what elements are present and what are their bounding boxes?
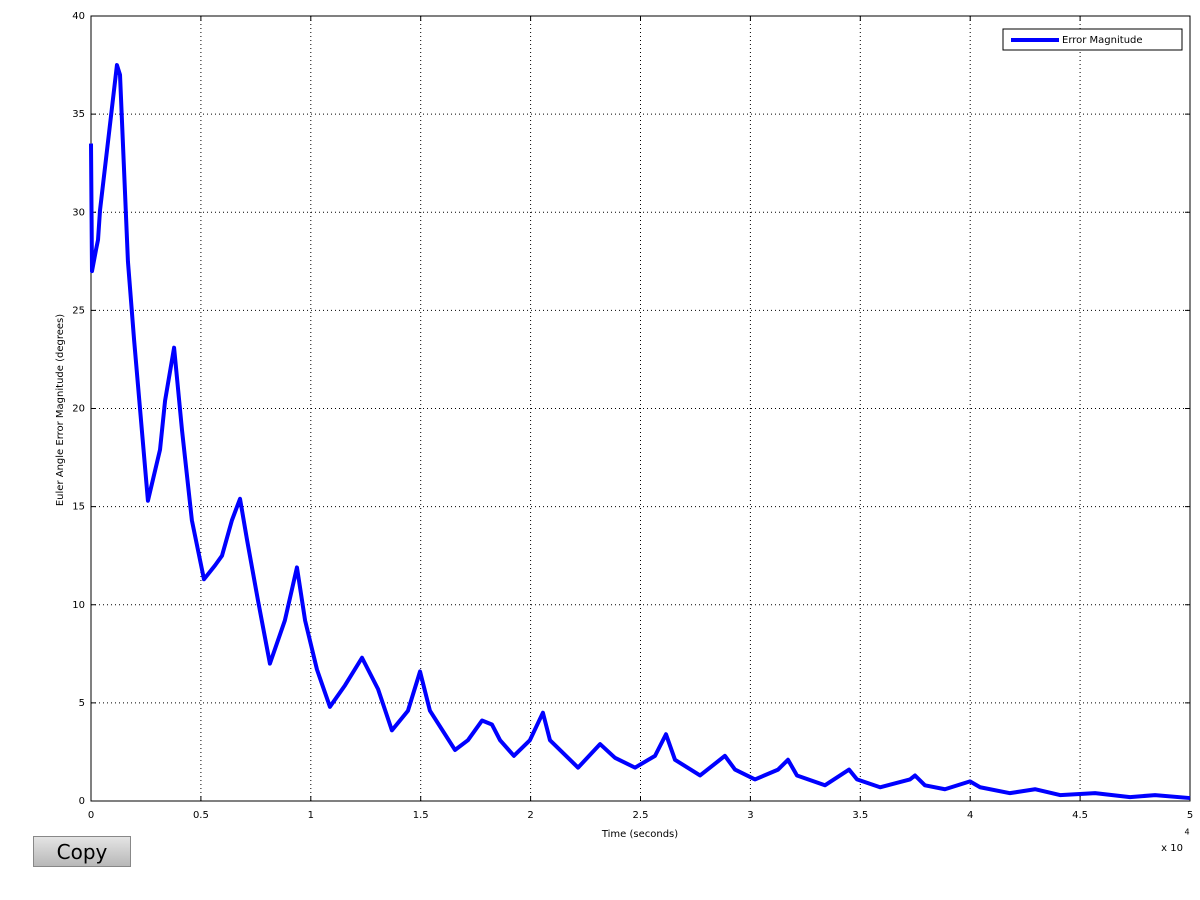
x-tick-label: 4.5 xyxy=(1072,810,1088,821)
axes-box xyxy=(90,15,1191,802)
y-tick-label: 5 xyxy=(79,698,85,709)
x-tick-label: 5 xyxy=(1187,810,1193,821)
y-tick-label: 10 xyxy=(72,600,85,611)
y-tick-label: 0 xyxy=(79,796,85,807)
data-line xyxy=(89,63,1191,801)
y-axis-label: Euler Angle Error Magnitude (degrees) xyxy=(55,314,66,506)
x-tick-label: 3.5 xyxy=(852,810,868,821)
x-axis-label: Time (seconds) xyxy=(601,829,678,840)
x-tick-label: 3 xyxy=(747,810,753,821)
y-tick-label: 20 xyxy=(72,404,85,415)
x-tick-label: 2 xyxy=(527,810,533,821)
y-tick-label: 30 xyxy=(72,207,85,218)
y-tick-label: 40 xyxy=(72,11,85,22)
legend-box xyxy=(1002,28,1183,51)
y-tick-label: 15 xyxy=(72,502,85,513)
x-multiplier-exponent: 4 xyxy=(1184,828,1189,837)
x-multiplier: x 10 xyxy=(1161,843,1183,854)
x-tick-label: 4 xyxy=(967,810,973,821)
legend-label: Error Magnitude xyxy=(1062,35,1143,46)
copy-button[interactable]: Copy xyxy=(33,836,131,867)
y-tick-label: 35 xyxy=(72,109,85,120)
x-tick-label: 0.5 xyxy=(193,810,209,821)
x-tick-label: 1.5 xyxy=(413,810,429,821)
x-tick-label: 0 xyxy=(88,810,94,821)
x-tick-label: 2.5 xyxy=(633,810,649,821)
y-tick-label: 25 xyxy=(72,305,85,316)
x-tick-label: 1 xyxy=(308,810,314,821)
